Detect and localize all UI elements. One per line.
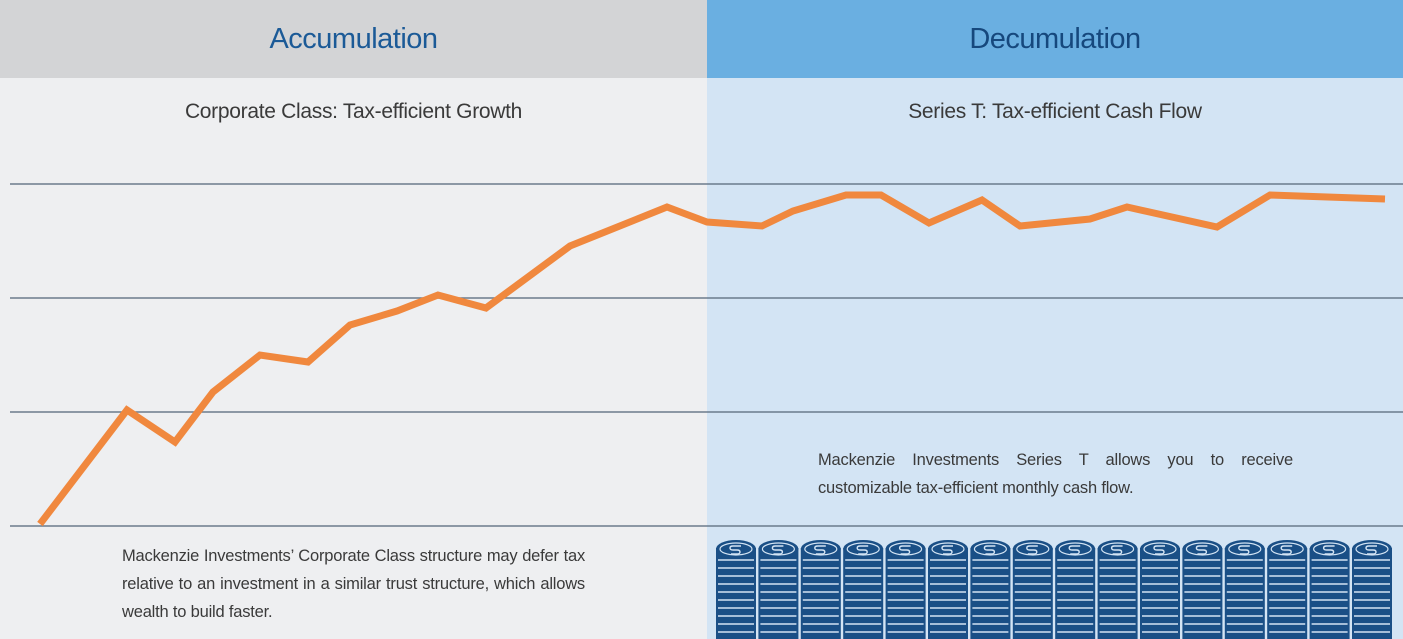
- left-header: Accumulation: [269, 23, 438, 55]
- coin-symbol: [771, 545, 784, 555]
- coin-symbol: [1110, 545, 1123, 555]
- coin-face: [1185, 542, 1220, 556]
- coin-stack: [885, 540, 926, 639]
- coin-stack: [970, 540, 1011, 639]
- coin-body: [758, 548, 799, 639]
- coin-body: [1012, 548, 1053, 639]
- guide-lines: [10, 183, 1403, 527]
- coin-face: [1228, 542, 1262, 556]
- coin-symbol: [1068, 545, 1081, 555]
- coin-face: [1016, 542, 1050, 556]
- coin-body: [843, 548, 884, 639]
- coin-stack: [1140, 540, 1180, 639]
- coin-stack: [758, 540, 799, 639]
- left-subtitle: Corporate Class: Tax-efficient Growth: [184, 100, 523, 123]
- coin-symbol: [898, 545, 911, 555]
- right-description: Mackenzie Investments Series T allows yo…: [818, 451, 1293, 497]
- coin-body: [1097, 548, 1138, 639]
- coin-face: [1143, 542, 1177, 556]
- coin-face: [1100, 542, 1135, 556]
- coin-stack: [1097, 540, 1138, 639]
- coin-stack: [843, 540, 884, 639]
- left-description: Mackenzie Investments’ Corporate Class s…: [122, 547, 585, 621]
- coin-symbol: [814, 545, 826, 555]
- coin-stack: [1224, 540, 1265, 639]
- coin-face: [846, 542, 880, 556]
- right-panel: [707, 0, 1403, 639]
- coin-stack: [928, 540, 968, 639]
- right-header-bar: [707, 0, 1403, 78]
- coin-symbol: [729, 545, 741, 555]
- coin-body: [885, 548, 926, 639]
- coin-symbol: [856, 545, 869, 555]
- coin-symbol: [1026, 545, 1038, 555]
- coin-body: [1182, 548, 1223, 639]
- left-header-bar: [0, 0, 707, 78]
- coin-symbol: [1195, 545, 1208, 555]
- coin-stack: [1182, 540, 1223, 639]
- coin-stack: [716, 540, 756, 639]
- coin-body: [800, 548, 841, 639]
- coin-stacks: [716, 540, 1392, 639]
- coin-symbol: [1238, 545, 1250, 555]
- left-panel: [0, 0, 707, 639]
- coin-stack: [800, 540, 841, 639]
- coin-stack: [1352, 540, 1392, 639]
- coin-symbol: [983, 545, 996, 555]
- coin-symbol: [941, 545, 953, 555]
- coin-face: [1355, 542, 1389, 556]
- coin-face: [1312, 542, 1347, 556]
- coin-body: [1267, 548, 1308, 639]
- coin-symbol: [1322, 545, 1335, 555]
- coin-face: [1270, 542, 1304, 556]
- coin-face: [804, 542, 838, 556]
- coin-face: [1058, 542, 1092, 556]
- coin-body: [970, 548, 1011, 639]
- coin-face: [761, 542, 796, 556]
- coin-symbol: [1365, 545, 1377, 555]
- coin-symbol: [1153, 545, 1165, 555]
- coin-stack: [1309, 540, 1350, 639]
- coin-face: [973, 542, 1008, 556]
- coin-body: [1055, 548, 1096, 639]
- coin-body: [928, 548, 968, 639]
- coin-symbol: [1280, 545, 1293, 555]
- coin-body: [1352, 548, 1392, 639]
- coin-body: [716, 548, 756, 639]
- coin-stack: [1267, 540, 1308, 639]
- coin-body: [1224, 548, 1265, 639]
- coin-face: [888, 542, 923, 556]
- growth-line: [37, 191, 1386, 527]
- coin-face: [719, 542, 753, 556]
- right-header: Decumulation: [969, 23, 1141, 55]
- coin-body: [1140, 548, 1180, 639]
- coin-body: [1309, 548, 1350, 639]
- coin-stack: [1055, 540, 1096, 639]
- coin-stack: [1012, 540, 1053, 639]
- right-subtitle: Series T: Tax-efficient Cash Flow: [908, 100, 1202, 123]
- coin-face: [931, 542, 965, 556]
